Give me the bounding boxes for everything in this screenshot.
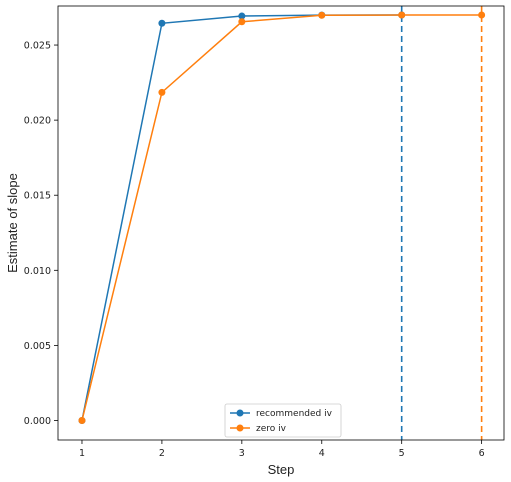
y-tick-label: 0.000: [24, 416, 51, 427]
x-tick-label: 4: [319, 448, 325, 459]
legend-marker-zero: [236, 424, 244, 432]
y-tick-label: 0.010: [24, 266, 51, 277]
y-tick-label: 0.025: [24, 41, 51, 52]
y-axis-label: Estimate of slope: [5, 173, 20, 273]
legend-marker-recommended: [236, 409, 244, 417]
x-axis: 1 2 3 4 5 6: [79, 440, 485, 459]
x-tick-label: 5: [399, 448, 405, 459]
plot-frame: [57, 5, 505, 441]
y-tick-label: 0.015: [24, 191, 51, 202]
legend-label-recommended: recommended iv: [256, 409, 333, 419]
y-tick-label: 0.005: [24, 341, 51, 352]
series-layer: [78, 11, 486, 424]
data-point: [398, 11, 406, 19]
legend-label-zero: zero iv: [256, 424, 287, 434]
legend: recommended iv zero iv: [224, 403, 342, 438]
x-tick-label: 3: [239, 448, 245, 459]
data-point: [238, 12, 246, 20]
vline-layer: [400, 6, 483, 440]
data-point: [158, 88, 166, 96]
data-point: [318, 11, 326, 19]
x-tick-label: 6: [479, 448, 485, 459]
data-point: [478, 11, 486, 19]
data-point: [238, 18, 246, 26]
x-tick-label: 2: [159, 448, 165, 459]
series-line-1: [81, 14, 482, 421]
y-tick-label: 0.020: [24, 116, 51, 127]
legend-box: [224, 403, 342, 438]
x-tick-label: 1: [79, 448, 85, 459]
data-point: [158, 19, 166, 27]
data-point: [78, 416, 86, 424]
y-axis: 0.000 0.005 0.010 0.015 0.020 0.025: [24, 41, 58, 427]
plot-background: [58, 6, 504, 440]
x-axis-label: Step: [268, 462, 295, 477]
